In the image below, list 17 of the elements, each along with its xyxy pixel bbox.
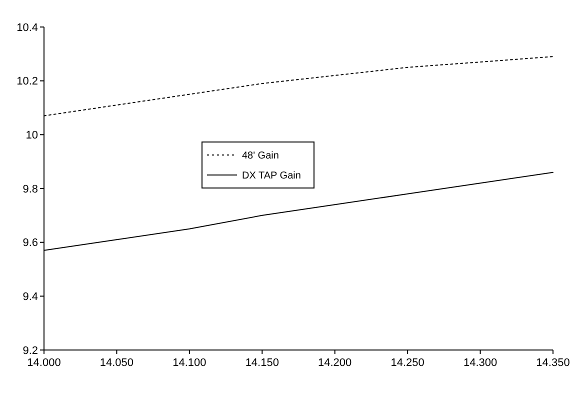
y-tick-label: 9.6 [22, 237, 38, 250]
legend-label: DX TAP Gain [242, 170, 301, 182]
y-tick-label: 9.2 [22, 344, 38, 357]
y-tick-label: 9.4 [22, 291, 38, 304]
x-tick-label: 14.350 [536, 357, 570, 369]
x-tick-label: 14.050 [100, 357, 134, 369]
x-tick-label: 14.300 [463, 357, 498, 369]
x-tick-label: 14.100 [172, 357, 206, 369]
x-tick-label: 14.150 [245, 357, 279, 369]
x-tick-label: 14.250 [390, 357, 424, 369]
legend-label: 48' Gain [242, 150, 279, 162]
x-tick-label: 14.200 [318, 357, 352, 369]
y-tick-label: 10.4 [16, 22, 38, 34]
y-tick-label: 10.2 [16, 76, 38, 88]
y-tick-label: 9.8 [22, 183, 38, 196]
x-tick-label: 14.000 [27, 357, 61, 369]
y-tick-label: 10 [26, 130, 38, 142]
